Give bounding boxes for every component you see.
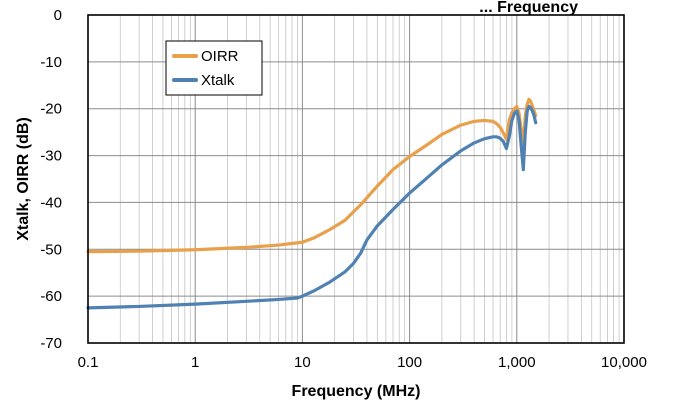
x-tick-label: 10,000 — [601, 354, 647, 371]
legend-box — [165, 40, 263, 96]
y-tick-label: -20 — [40, 101, 62, 118]
y-axis-title: Xtalk, OIRR (dB) — [15, 117, 32, 241]
y-tick-label: 0 — [54, 7, 62, 24]
y-tick-label: -70 — [40, 335, 62, 352]
series-lines — [86, 97, 538, 310]
x-tick-label: 10 — [294, 354, 311, 371]
y-tick-label: -30 — [40, 148, 62, 165]
plot-frame — [87, 14, 625, 344]
chart-title: ... Frequency — [479, 0, 578, 16]
legend-label-oirr: OIRR — [201, 48, 239, 65]
y-tick-label: -50 — [40, 241, 62, 258]
x-axis-title: Frequency (MHz) — [292, 383, 421, 400]
x-tick-label: 1 — [191, 354, 199, 371]
legend: OIRR Xtalk — [165, 40, 263, 96]
series-line-xtalk — [86, 104, 538, 310]
y-tick-label: -10 — [40, 54, 62, 71]
x-tick-label: 0.1 — [78, 354, 99, 371]
x-tick-labels: 0.1 1 10 100 1,000 10,000 — [78, 354, 647, 371]
x-tick-label: 1,000 — [498, 354, 536, 371]
y-tick-label: -40 — [40, 194, 62, 211]
x-tick-label: 100 — [397, 354, 422, 371]
legend-label-xtalk: Xtalk — [201, 72, 235, 89]
y-tick-label: -60 — [40, 288, 62, 305]
series-line-oirr — [86, 97, 538, 254]
y-tick-labels: 0 -10 -20 -30 -40 -50 -60 -70 — [40, 7, 62, 352]
